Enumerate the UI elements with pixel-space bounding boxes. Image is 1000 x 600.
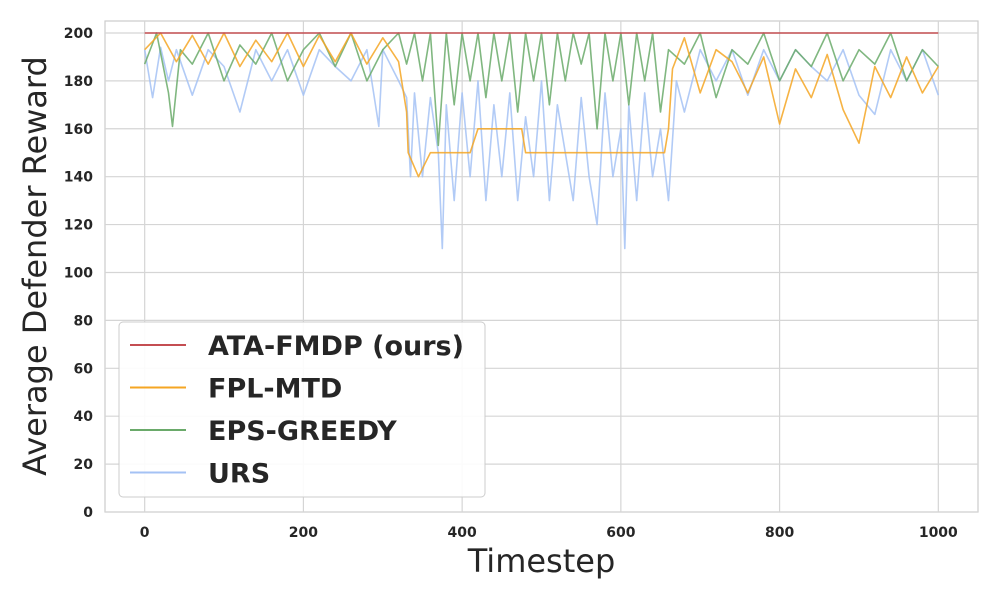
x-tick-label: 600 — [606, 525, 635, 541]
legend-items: ATA-FMDP (ours) FPL-MTD EPS-GREEDY URS — [130, 331, 464, 490]
y-tick-label: 140 — [64, 170, 93, 186]
x-tick-label: 200 — [289, 525, 318, 541]
y-tick-label: 160 — [64, 122, 93, 138]
legend-label: ATA-FMDP (ours) — [208, 331, 464, 362]
series-line-3 — [143, 46, 940, 250]
tick-labels: 0 200 400 600 800 1000 0 20 40 60 80 100 120 140 160 18… — [64, 26, 958, 541]
y-tick-label: 180 — [64, 74, 93, 90]
y-tick-label: 20 — [74, 457, 94, 473]
series-line-1 — [144, 32, 939, 178]
legend-label: URS — [208, 459, 270, 490]
x-tick-label: 0 — [140, 525, 150, 541]
x-tick-label: 1000 — [919, 525, 958, 541]
y-tick-label: 0 — [83, 505, 93, 521]
x-tick-label: 400 — [448, 525, 477, 541]
y-axis-label: Average Defender Reward — [16, 56, 54, 476]
y-tick-label: 40 — [74, 409, 94, 425]
y-tick-label: 60 — [74, 361, 94, 377]
series-layer — [143, 32, 940, 250]
x-tick-label: 800 — [765, 525, 794, 541]
x-axis-label: Timestep — [467, 542, 616, 580]
y-tick-label: 100 — [64, 265, 93, 281]
y-tick-label: 200 — [64, 26, 93, 42]
y-tick-label: 120 — [64, 218, 93, 234]
legend-label: FPL-MTD — [208, 374, 342, 405]
series-line-2 — [143, 32, 939, 147]
legend-label: EPS-GREEDY — [208, 416, 397, 447]
y-tick-label: 80 — [74, 313, 94, 329]
legend-box — [118, 321, 486, 498]
legend: ATA-FMDP (ours) FPL-MTD EPS-GREEDY URS — [118, 321, 486, 498]
